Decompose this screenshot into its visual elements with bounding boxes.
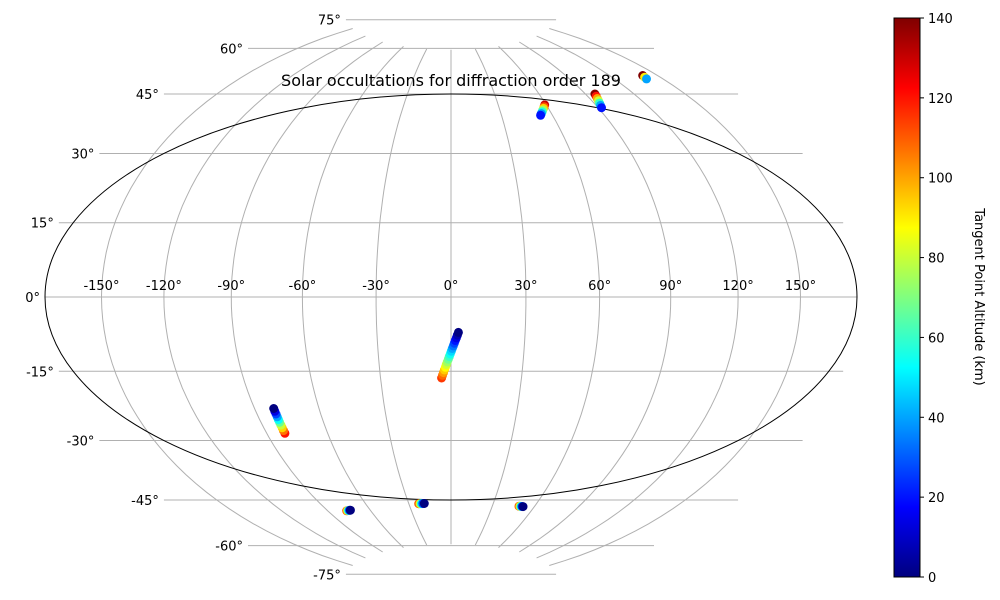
data-point	[642, 74, 651, 84]
longitude-gridline	[163, 35, 366, 559]
latitude-tick-label: -30°	[67, 435, 95, 450]
colorbar-tick-label: 40	[928, 411, 945, 426]
colorbar-tick-label: 60	[928, 331, 945, 346]
latitude-tick-label: -60°	[215, 540, 243, 555]
longitude-tick-label: -150°	[83, 279, 119, 294]
longitude-tick-label: 120°	[722, 279, 753, 294]
data-points	[269, 71, 651, 516]
latitude-tick-label: 15°	[31, 217, 54, 232]
longitude-tick-labels: -150° -120° -90° -60° -30° 0° 30° 60° 90° 120° 150…	[83, 279, 816, 294]
longitude-tick-label: -90°	[217, 279, 245, 294]
longitude-gridline	[301, 46, 404, 548]
map-boundary	[44, 93, 858, 501]
colorbar-ticks: 0 20 40 60 80 100 120 140	[920, 12, 953, 586]
data-point	[597, 103, 606, 113]
latitude-tick-label: -15°	[26, 365, 54, 380]
longitude-gridline	[498, 46, 601, 548]
longitude-gridline	[230, 41, 383, 553]
data-point	[345, 505, 355, 515]
longitude-tick-label: 150°	[785, 279, 816, 294]
colorbar-label: Tangent Point Altitude (km)	[971, 207, 986, 385]
longitude-tick-label: 90°	[659, 279, 682, 294]
data-point	[453, 327, 463, 337]
longitude-gridline	[536, 35, 739, 559]
colorbar-tick-label: 100	[928, 172, 953, 187]
longitude-tick-label: -60°	[289, 279, 317, 294]
map-grid	[45, 19, 857, 575]
latitude-tick-label: -75°	[313, 568, 341, 583]
latitude-tick-label: 30°	[71, 147, 94, 162]
latitude-tick-label: -45°	[131, 494, 159, 509]
colorbar-tick-label: 80	[928, 252, 945, 267]
data-point	[518, 502, 528, 512]
chart-title: Solar occultations for diffraction order…	[281, 71, 621, 90]
longitude-gridline	[375, 48, 428, 546]
longitude-gridline	[100, 28, 353, 566]
longitude-tick-label: 30°	[514, 279, 537, 294]
colorbar-tick-label: 140	[928, 12, 953, 27]
latitude-tick-label: 45°	[136, 88, 159, 103]
longitude-gridline	[549, 28, 802, 566]
colorbar-tick-label: 120	[928, 92, 953, 107]
data-point	[419, 499, 429, 508]
longitude-tick-label: 60°	[588, 279, 611, 294]
longitude-gridline	[519, 41, 672, 553]
longitude-tick-label: -120°	[146, 279, 182, 294]
latitude-tick-label: 75°	[318, 14, 341, 29]
longitude-tick-label: 0°	[444, 279, 459, 294]
longitude-tick-label: -30°	[362, 279, 390, 294]
latitude-tick-label: 60°	[220, 42, 243, 57]
latitude-tick-label: 0°	[25, 291, 40, 306]
colorbar	[893, 17, 921, 578]
colorbar-tick-label: 0	[928, 571, 936, 586]
longitude-gridline	[474, 48, 527, 546]
data-point	[536, 110, 546, 120]
latitude-tick-labels: 75° 60° 45° 30° 15° 0° -15° -30° -45° -60° -75°	[25, 14, 341, 584]
colorbar-tick-label: 20	[928, 491, 945, 506]
data-point	[269, 404, 279, 413]
